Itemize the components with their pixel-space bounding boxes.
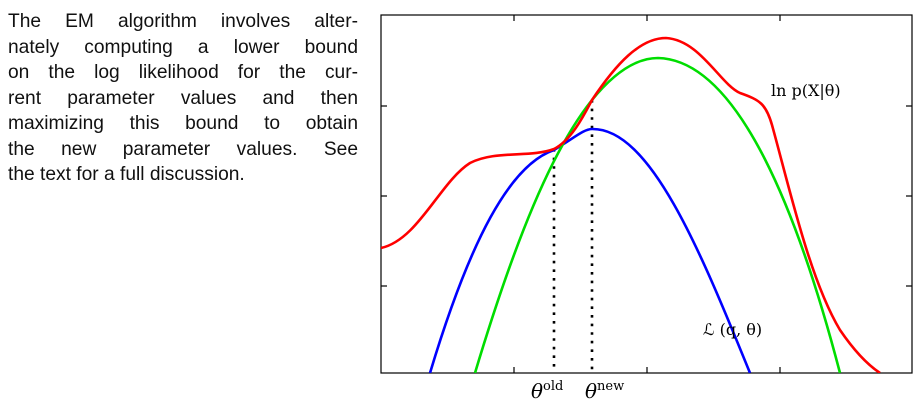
log-likelihood-curve	[381, 36, 881, 373]
theta-new-superscript: new	[597, 379, 624, 394]
figure-caption: The EM algorithm involves alter- nately …	[8, 9, 358, 188]
theta-new-label: θ new	[585, 379, 624, 403]
lower-bound-curve-new	[473, 56, 842, 373]
caption-line-7: the text for a full discussion.	[8, 164, 245, 185]
plot-frame	[380, 14, 913, 374]
lower-bound-curve-old	[428, 127, 752, 373]
theta-old-label: θ old	[531, 379, 563, 403]
caption-line-1: The EM algorithm involves alter-	[8, 11, 358, 32]
caption-line-5: maximizing this bound to obtain	[8, 113, 358, 134]
theta-new-symbol: θ	[585, 379, 597, 403]
caption-line-3: on the log likelihood for the cur-	[8, 62, 358, 83]
caption-line-6: the new parameter values. See	[8, 138, 358, 160]
caption-line-2: nately computing a lower bound	[8, 36, 358, 58]
lower-bound-label: ℒ (q, θ)	[703, 320, 762, 339]
caption-line-4: rent parameter values and then	[8, 87, 358, 109]
theta-old-symbol: θ	[531, 379, 543, 403]
axis-ticks	[381, 15, 912, 373]
theta-old-superscript: old	[543, 379, 563, 394]
log-likelihood-label: ln p(X|θ)	[771, 81, 841, 100]
